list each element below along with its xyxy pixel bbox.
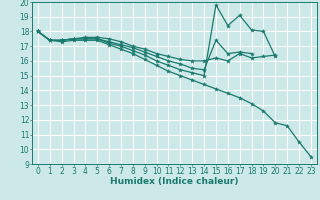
X-axis label: Humidex (Indice chaleur): Humidex (Indice chaleur) bbox=[110, 177, 239, 186]
